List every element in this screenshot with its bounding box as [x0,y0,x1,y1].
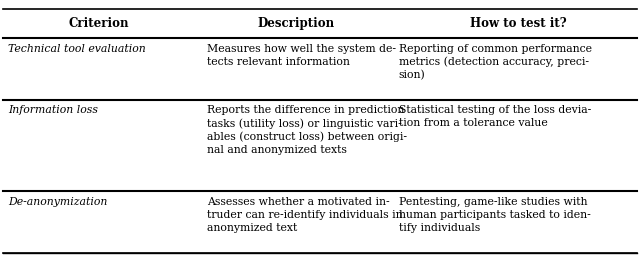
Text: Statistical testing of the loss devia-
tion from a tolerance value: Statistical testing of the loss devia- t… [399,105,591,128]
Text: Information loss: Information loss [8,105,99,115]
Text: Pentesting, game-like studies with
human participants tasked to iden-
tify indiv: Pentesting, game-like studies with human… [399,197,591,233]
Text: How to test it?: How to test it? [470,17,566,30]
Text: Description: Description [258,17,335,30]
Text: Technical tool evaluation: Technical tool evaluation [8,44,146,54]
Text: De-anonymization: De-anonymization [8,197,108,207]
Text: Reports the difference in prediction
tasks (utility loss) or linguistic vari-
ab: Reports the difference in prediction tas… [207,105,407,155]
Text: Reporting of common performance
metrics (detection accuracy, preci-
sion): Reporting of common performance metrics … [399,44,592,80]
Text: Measures how well the system de-
tects relevant information: Measures how well the system de- tects r… [207,44,396,67]
Text: Criterion: Criterion [69,17,129,30]
Text: Assesses whether a motivated in-
truder can re-identify individuals in
anonymize: Assesses whether a motivated in- truder … [207,197,403,233]
